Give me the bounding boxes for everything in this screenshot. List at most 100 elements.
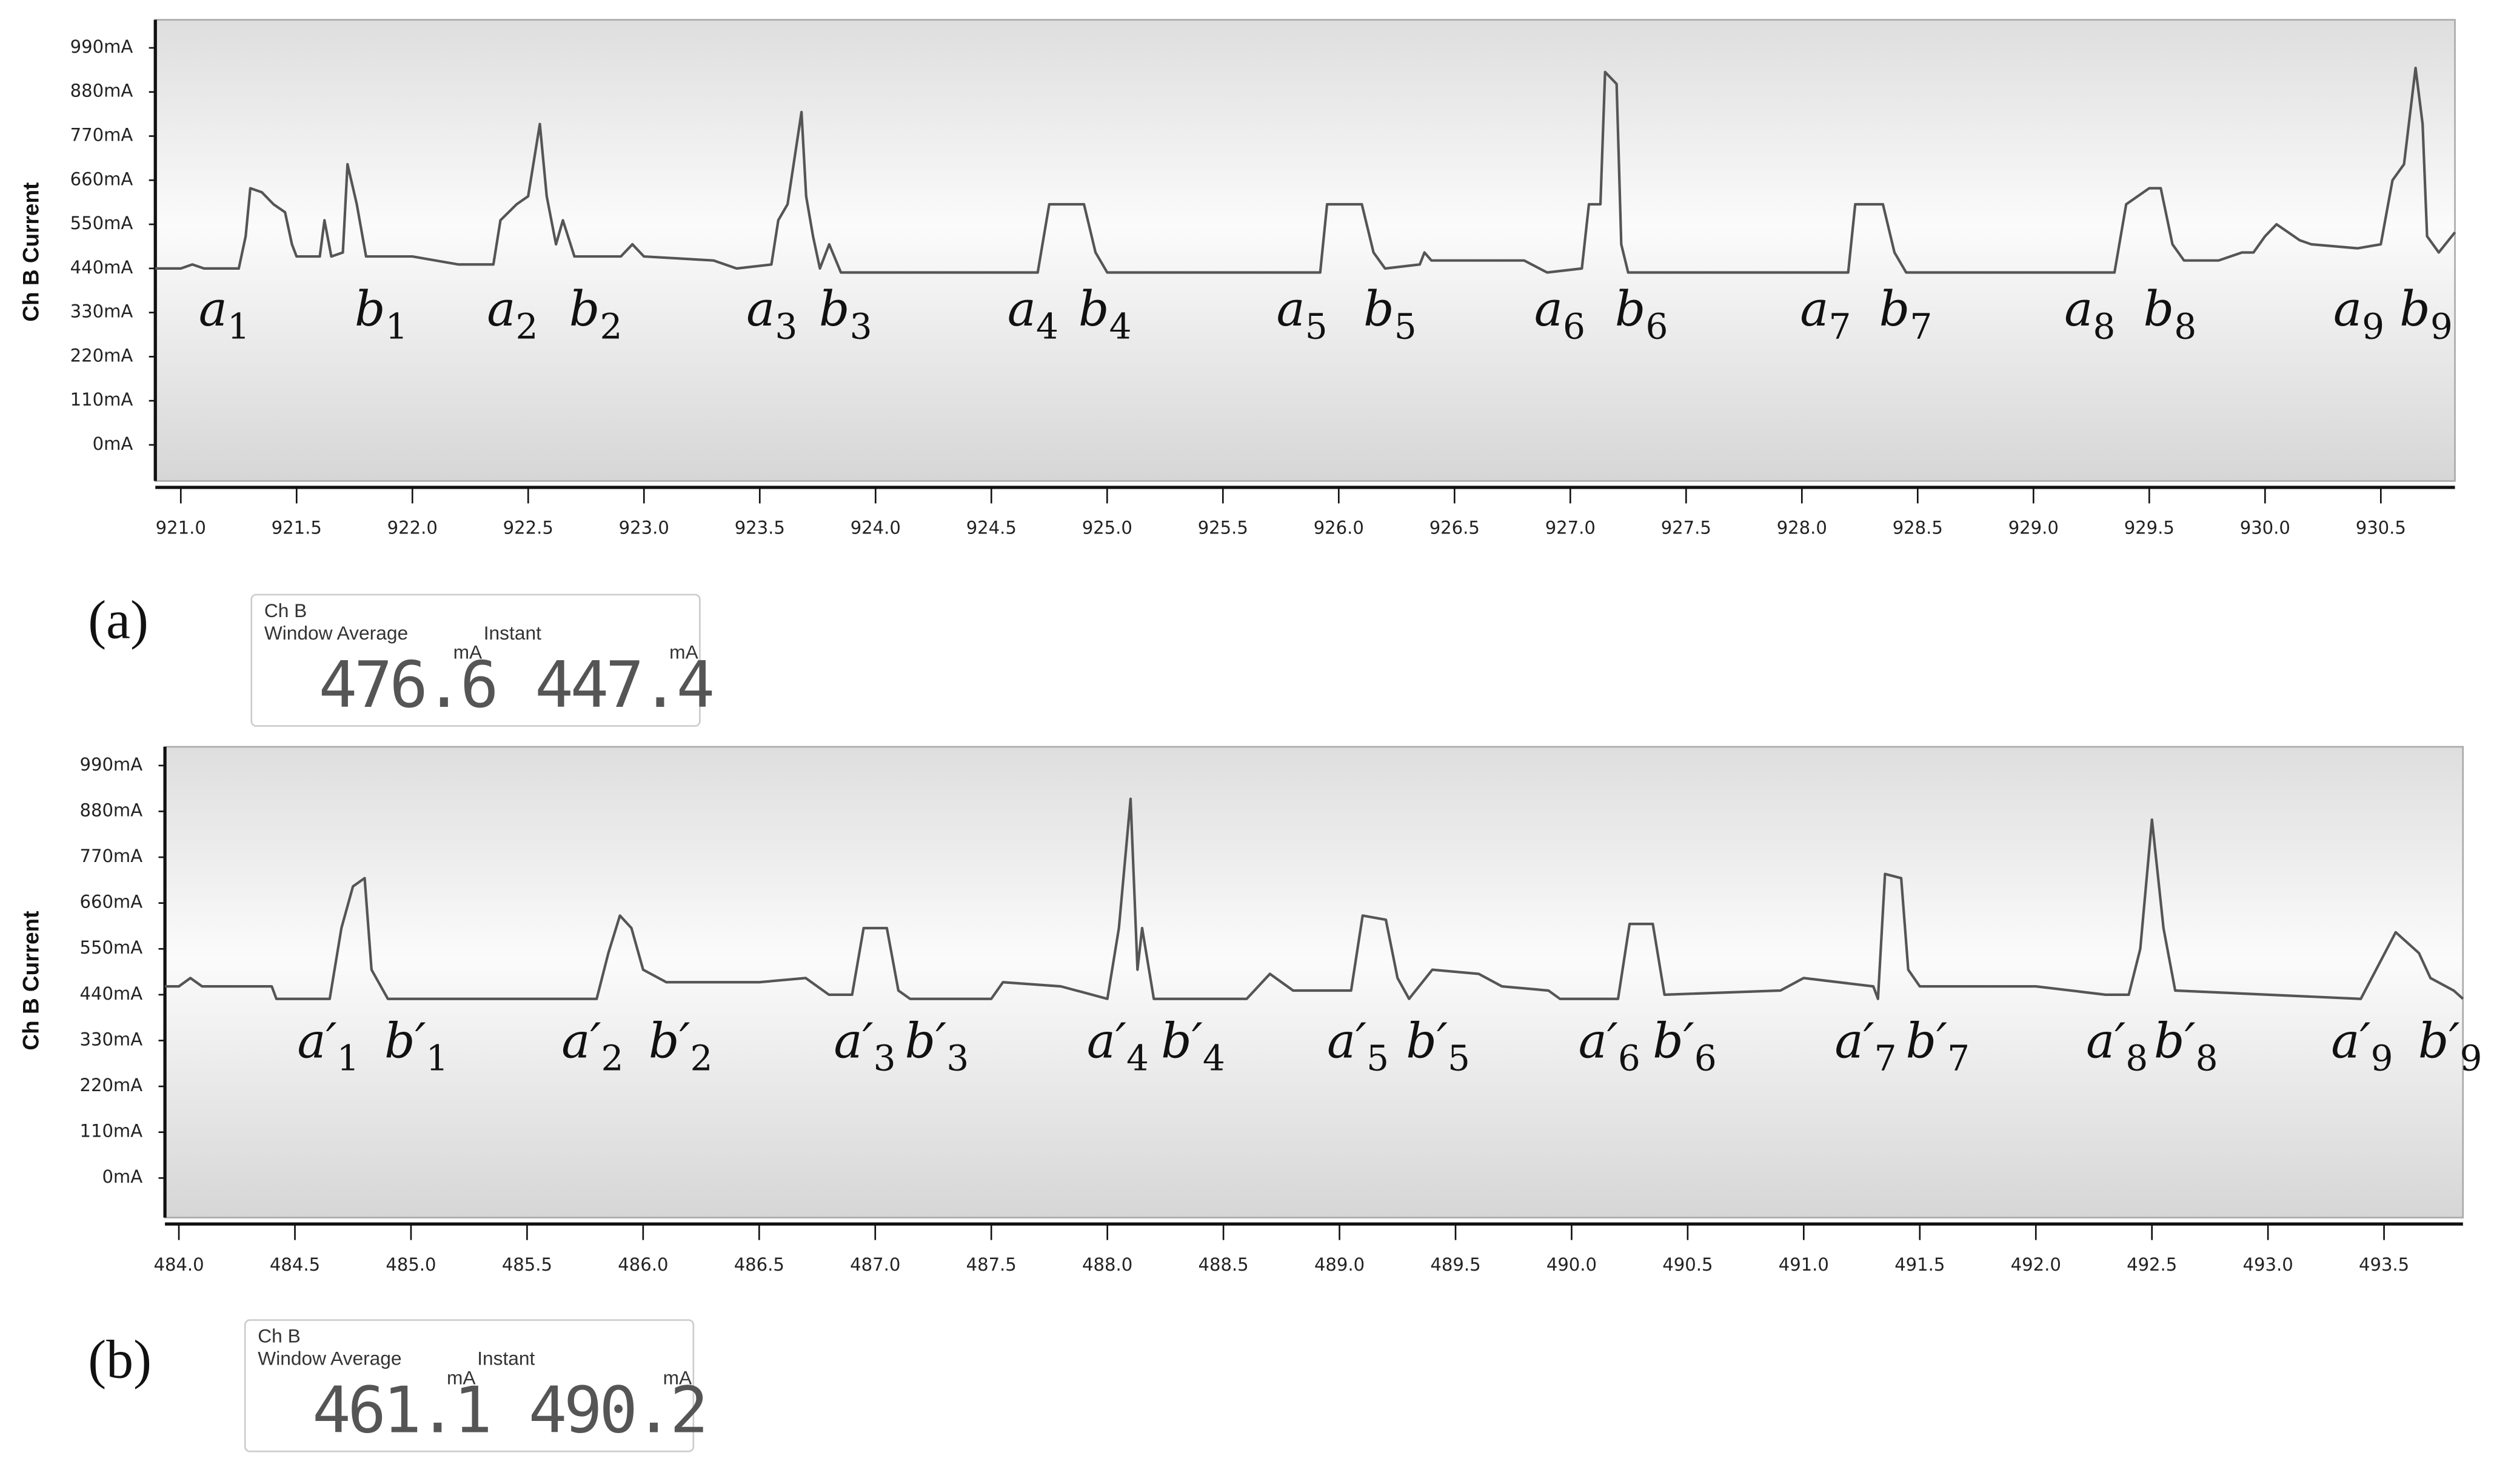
annotation-subscript: 2 xyxy=(600,306,623,347)
annotation: b1 xyxy=(355,281,408,347)
annotation-text: a xyxy=(1534,281,1563,337)
annotation-text: a xyxy=(1008,281,1036,337)
readout-title: Ch B xyxy=(264,600,307,621)
annotation-subscript: 7 xyxy=(1829,306,1851,347)
annotation-text: b′ xyxy=(1653,1012,1694,1069)
annotation: b′6 xyxy=(1653,1012,1717,1078)
annotation-text: b xyxy=(1078,281,1109,337)
annotation: b′5 xyxy=(1406,1012,1470,1078)
annotation-text: b′ xyxy=(1161,1012,1203,1069)
annotation: a′5 xyxy=(1327,1012,1389,1078)
readout-instant-label: Instant xyxy=(484,622,541,644)
annotation: a9 xyxy=(2333,281,2384,347)
annotation-subscript: 2 xyxy=(515,306,538,347)
readout-unit: mA xyxy=(663,1366,692,1388)
annotation: b′7 xyxy=(1905,1012,1970,1078)
annotation: a7 xyxy=(1800,281,1851,347)
x-tick-label: 491.5 xyxy=(1894,1254,1945,1275)
x-tick-label: 928.0 xyxy=(1777,518,1827,538)
x-tick-label: 927.0 xyxy=(1545,518,1596,538)
annotation-subscript: 4 xyxy=(1203,1038,1225,1079)
annotation-text: a xyxy=(1276,281,1305,337)
annotation-subscript: 6 xyxy=(1645,306,1668,347)
x-tick-label: 491.0 xyxy=(1779,1254,1829,1275)
x-tick-label: 925.0 xyxy=(1082,518,1132,538)
annotation-text: b′ xyxy=(649,1012,690,1069)
annotation-subscript: 8 xyxy=(2093,306,2115,347)
y-tick-label: 550mA xyxy=(79,937,142,958)
annotation-text: b xyxy=(819,281,850,337)
annotation-text: a xyxy=(1800,281,1828,337)
annotation-text: b′ xyxy=(2418,1012,2460,1069)
annotation-text: a xyxy=(199,281,227,337)
y-tick-label: 990mA xyxy=(79,754,142,775)
annotation-text: b′ xyxy=(1406,1012,1448,1069)
data-line xyxy=(155,67,2456,274)
readout-average: 461.1 xyxy=(312,1373,489,1448)
x-tick-label: 488.0 xyxy=(1082,1254,1132,1275)
y-tick-label: 0mA xyxy=(93,433,133,454)
y-tick-label: 220mA xyxy=(79,1075,142,1095)
y-tick-label: 660mA xyxy=(79,892,142,912)
annotation-text: a xyxy=(746,281,775,337)
x-tick-label: 493.0 xyxy=(2243,1254,2293,1275)
annotation-subscript: 9 xyxy=(2370,1038,2393,1079)
x-tick-label: 923.5 xyxy=(735,518,785,538)
annotation-subscript: 8 xyxy=(2125,1038,2148,1079)
annotation: b′2 xyxy=(649,1012,713,1078)
annotation: b′8 xyxy=(2154,1012,2218,1078)
y-tick-label: 110mA xyxy=(70,389,133,410)
x-tick-label: 490.0 xyxy=(1546,1254,1597,1275)
y-tick-label: 330mA xyxy=(79,1029,142,1049)
annotation-subscript: 1 xyxy=(386,306,408,347)
annotation: a′4 xyxy=(1087,1012,1149,1078)
x-tick-label: 486.5 xyxy=(734,1254,784,1275)
x-tick-label: 926.0 xyxy=(1314,518,1364,538)
annotation-subscript: 2 xyxy=(690,1038,713,1079)
annotation: a′8 xyxy=(2086,1012,2148,1078)
annotation-subscript: 6 xyxy=(1618,1038,1640,1079)
readout-unit: mA xyxy=(447,1366,476,1388)
y-tick-label: 990mA xyxy=(70,36,133,57)
chart: 990mA880mA770mA660mA550mA440mA330mA220mA… xyxy=(18,746,2482,1452)
annotation: b6 xyxy=(1615,281,1668,347)
x-tick-label: 923.0 xyxy=(619,518,669,538)
annotation-text: b xyxy=(2399,281,2430,337)
y-tick-label: 770mA xyxy=(79,846,142,866)
y-tick-label: 880mA xyxy=(70,81,133,101)
y-tick-label: 880mA xyxy=(79,800,142,820)
x-tick-label: 930.0 xyxy=(2240,518,2290,538)
annotation: a6 xyxy=(1534,281,1585,347)
annotation: a4 xyxy=(1008,281,1058,347)
annotation-subscript: 1 xyxy=(337,1038,359,1079)
x-tick-label: 922.5 xyxy=(503,518,553,538)
readout-average-label: Window Average xyxy=(264,622,408,644)
y-tick-label: 660mA xyxy=(70,169,133,189)
annotation-subscript: 3 xyxy=(775,306,797,347)
annotation-subscript: 2 xyxy=(601,1038,624,1079)
annotation: a3 xyxy=(746,281,797,347)
x-tick-label: 924.0 xyxy=(851,518,901,538)
annotation-text: b xyxy=(1363,281,1394,337)
y-tick-label: 550mA xyxy=(70,213,133,233)
x-tick-label: 921.0 xyxy=(156,518,206,538)
readout-average: 476.6 xyxy=(319,647,496,722)
annotation-text: a xyxy=(487,281,515,337)
x-tick-label: 921.5 xyxy=(272,518,322,538)
panel-label: (b) xyxy=(88,1330,152,1390)
x-tick-label: 484.0 xyxy=(153,1254,204,1275)
annotation-subscript: 5 xyxy=(1366,1038,1389,1079)
annotation-subscript: 4 xyxy=(1036,306,1058,347)
annotation-text: a′ xyxy=(1834,1012,1874,1069)
annotation-text: a′ xyxy=(2086,1012,2125,1069)
x-tick-label: 489.5 xyxy=(1430,1254,1480,1275)
annotation-text: b xyxy=(569,281,600,337)
readout-box xyxy=(250,593,701,727)
x-tick-label: 486.0 xyxy=(618,1254,668,1275)
y-tick-label: 220mA xyxy=(70,345,133,366)
annotation-subscript: 5 xyxy=(1394,306,1417,347)
annotation: b′1 xyxy=(384,1012,449,1078)
annotation-subscript: 1 xyxy=(227,306,250,347)
annotation: b′3 xyxy=(904,1012,969,1078)
annotation-subscript: 7 xyxy=(1910,306,1932,347)
